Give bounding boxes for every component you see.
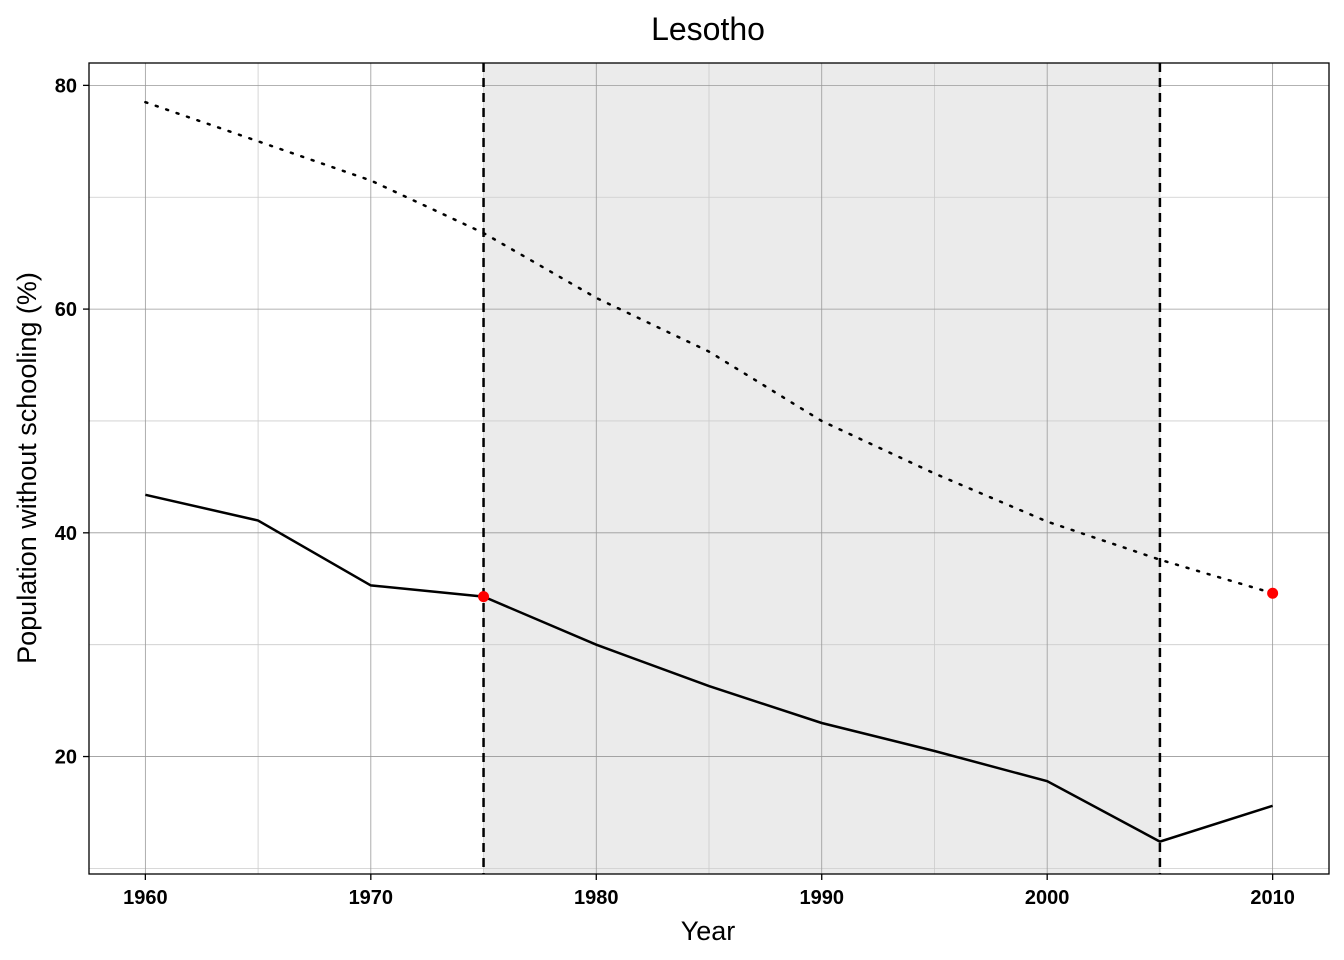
x-tick-label: 1980 <box>574 887 619 909</box>
y-tick-label: 60 <box>55 299 77 321</box>
x-tick-label: 2000 <box>1025 887 1070 909</box>
x-tick-label: 1970 <box>349 887 394 909</box>
highlight-point <box>478 591 490 603</box>
y-tick-label: 20 <box>55 747 77 769</box>
solid-series-line <box>145 493 1273 843</box>
x-tick-label: 1960 <box>123 887 168 909</box>
x-tick-label: 2010 <box>1250 887 1295 909</box>
y-axis-label: Population without schooling (%) <box>12 272 42 664</box>
x-tick-label: 1990 <box>799 887 844 909</box>
dotted-series-line <box>144 100 1274 595</box>
plot-area: 1960 1970 1980 1990 2000 2010 20 40 60 80 <box>55 62 1330 909</box>
highlight-point <box>1267 587 1279 599</box>
chart-title: Lesotho <box>651 11 765 47</box>
y-tick-label: 40 <box>55 523 77 545</box>
panel-border <box>88 62 1330 875</box>
y-tick-label: 80 <box>55 75 77 97</box>
x-axis-label: Year <box>681 916 736 946</box>
